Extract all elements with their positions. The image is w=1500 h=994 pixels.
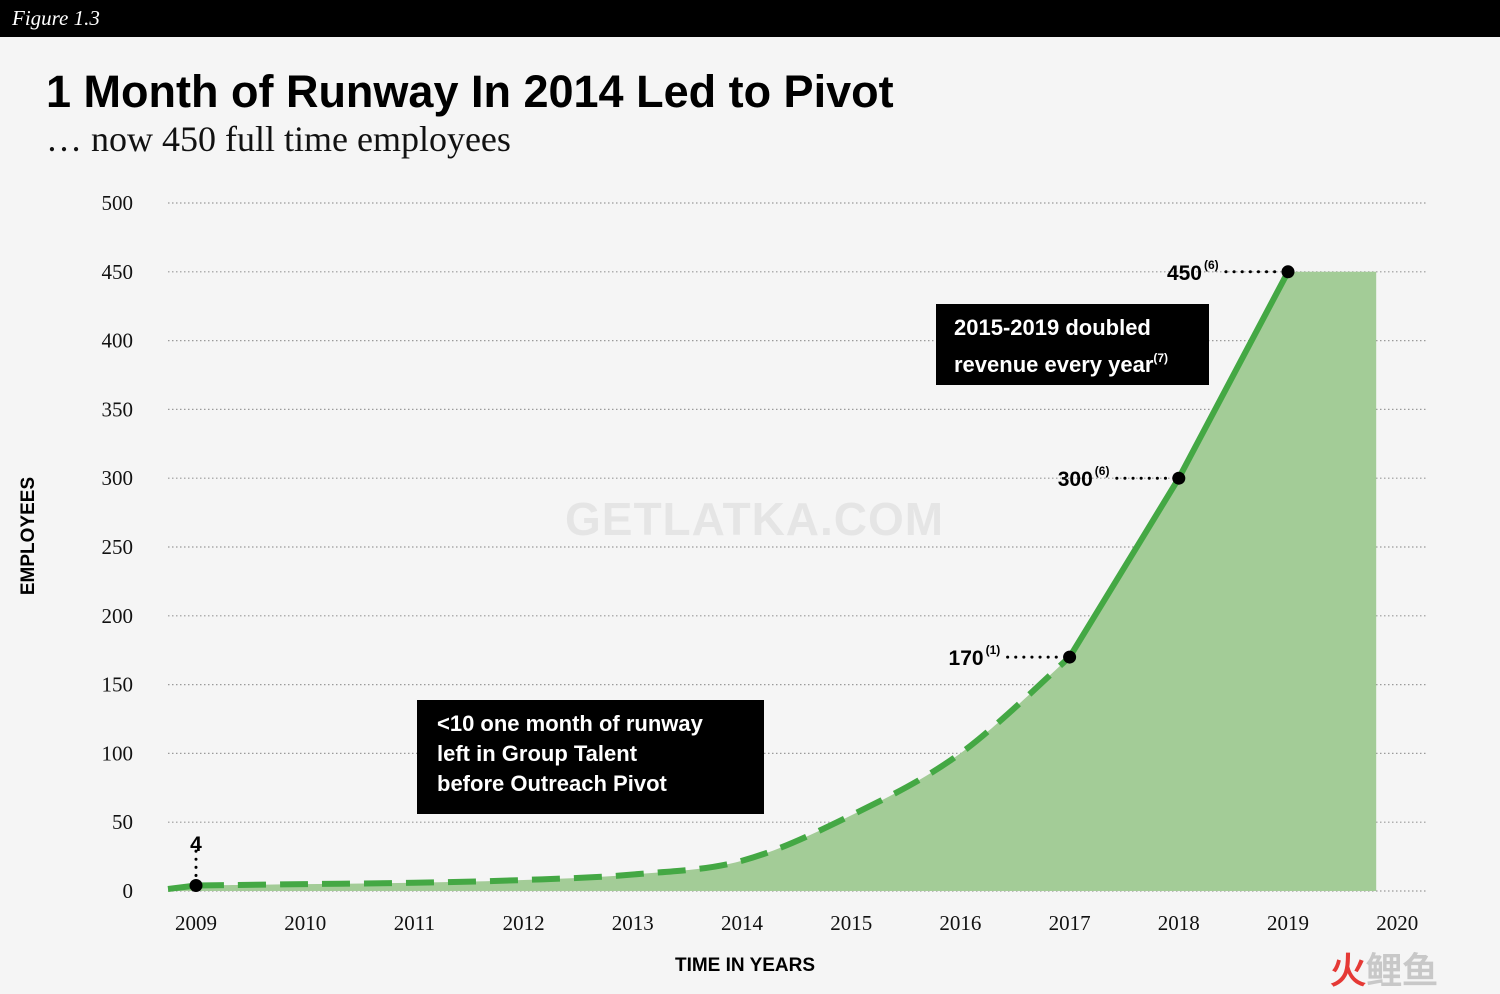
y-tick-450: 450 xyxy=(102,260,134,284)
y-tick-350: 350 xyxy=(102,397,134,421)
point-label-sup-2018: (6) xyxy=(1095,464,1110,478)
y-tick-50: 50 xyxy=(112,810,133,834)
y-tick-300: 300 xyxy=(102,466,134,490)
x-tick-2009: 2009 xyxy=(175,911,217,935)
x-tick-2010: 2010 xyxy=(284,911,326,935)
corner-logo-rest: 鲤鱼 xyxy=(1366,951,1439,992)
point-label-2019: 450 xyxy=(1167,262,1202,285)
chart-title: 1 Month of Runway In 2014 Led to Pivot xyxy=(46,66,894,117)
x-axis-title: TIME IN YEARS xyxy=(675,955,815,976)
x-tick-2012: 2012 xyxy=(503,911,545,935)
revenue-note-line-1: 2015-2019 doubled xyxy=(954,315,1151,340)
corner-logo: 火鲤鱼 xyxy=(1330,942,1438,994)
point-label-sup-2019: (6) xyxy=(1204,258,1219,272)
y-axis-title: EMPLOYEES xyxy=(18,477,39,595)
x-tick-2013: 2013 xyxy=(612,911,654,935)
chart-subtitle: … now 450 full time employees xyxy=(46,119,511,159)
y-tick-400: 400 xyxy=(102,329,134,353)
x-tick-2011: 2011 xyxy=(394,911,435,935)
x-tick-2016: 2016 xyxy=(939,911,981,935)
y-tick-250: 250 xyxy=(102,535,134,559)
employees-line-dashed xyxy=(195,654,1072,889)
point-label-2017: 170 xyxy=(949,647,984,670)
runway-note-line-3: before Outreach Pivot xyxy=(437,771,667,796)
x-tick-2018: 2018 xyxy=(1158,911,1200,935)
revenue-note-line-2: revenue every year(7) xyxy=(954,343,1191,380)
point-label-sup-2017: (1) xyxy=(986,643,1001,657)
employees-area xyxy=(168,271,1377,891)
point-marker-2017 xyxy=(1063,650,1077,664)
watermark: GETLATKA.COM xyxy=(565,493,945,545)
x-tick-2015: 2015 xyxy=(830,911,872,935)
y-tick-100: 100 xyxy=(102,741,134,765)
revenue-note: 2015-2019 doubled revenue every year(7) xyxy=(936,304,1209,385)
point-label-2018: 300 xyxy=(1058,468,1093,491)
runway-note: <10 one month of runway left in Group Ta… xyxy=(417,700,764,814)
figure-header-bar: Figure 1.3 xyxy=(0,0,1500,37)
revenue-note-footnote: (7) xyxy=(1153,351,1169,365)
y-tick-150: 150 xyxy=(102,673,134,697)
y-tick-500: 500 xyxy=(102,191,134,215)
revenue-note-line-2-text: revenue every year xyxy=(954,352,1154,377)
figure-label: Figure 1.3 xyxy=(12,6,100,30)
y-tick-200: 200 xyxy=(102,604,134,628)
x-tick-2019: 2019 xyxy=(1267,911,1309,935)
x-tick-2017: 2017 xyxy=(1049,911,1091,935)
point-marker-2009 xyxy=(189,878,203,892)
runway-note-line-1: <10 one month of runway xyxy=(437,711,703,736)
runway-note-line-2: left in Group Talent xyxy=(437,741,638,766)
point-label-2009: 4 xyxy=(190,833,202,856)
point-marker-2019 xyxy=(1281,265,1295,279)
y-tick-0: 0 xyxy=(123,879,134,903)
x-tick-2014: 2014 xyxy=(721,911,764,935)
corner-logo-first: 火 xyxy=(1330,951,1367,992)
point-marker-2018 xyxy=(1172,471,1186,485)
x-tick-2020: 2020 xyxy=(1376,911,1418,935)
